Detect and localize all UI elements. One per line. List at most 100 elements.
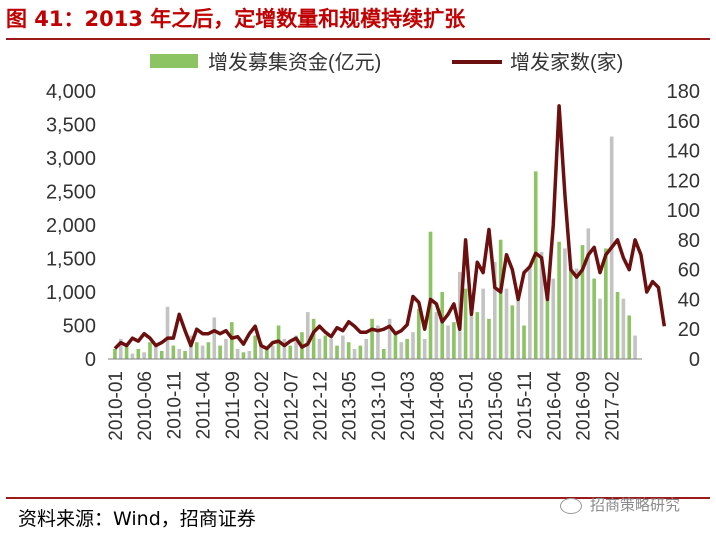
page-title: 图 41：2013 年之后，定增数量和规模持续扩张	[6, 7, 466, 31]
bar	[376, 325, 380, 359]
right-tick-label: 120	[667, 170, 700, 192]
legend-bar-swatch	[150, 54, 198, 68]
bar	[563, 248, 567, 359]
bar	[475, 312, 480, 359]
bar	[171, 345, 176, 359]
left-tick-label: 3,500	[46, 115, 96, 137]
bar	[241, 352, 246, 359]
bar	[516, 298, 520, 359]
bar	[370, 318, 374, 359]
bar	[481, 288, 485, 359]
x-tick-label: 2010-06	[135, 371, 156, 441]
x-tick-label: 2015-01	[457, 371, 478, 441]
watermark-text: 招商策略研究	[590, 496, 681, 514]
left-tick-label: 3,000	[46, 148, 96, 170]
right-tick-label: 40	[678, 289, 700, 311]
source-note: 资料来源：Wind，招商证券	[18, 508, 256, 530]
bar	[282, 338, 287, 359]
bar	[142, 352, 146, 359]
bar	[206, 342, 211, 359]
bar	[183, 350, 187, 359]
bar	[130, 353, 135, 359]
bar	[159, 350, 164, 359]
bar	[417, 308, 421, 359]
bar	[177, 348, 182, 359]
bar	[510, 305, 515, 359]
bar	[580, 245, 585, 359]
bar	[148, 342, 152, 359]
left-axis-ticks: 0 500 1,000 1,500 2,000 2,500 3,000 3,500 4,000	[46, 81, 96, 371]
bar	[598, 298, 602, 359]
bar	[557, 241, 561, 359]
bar	[528, 268, 532, 359]
x-axis-ticks: 2010-01 2010-06 2010-11 2011-04 2011-09 2012-…	[106, 371, 624, 441]
x-tick-label: 2011-09	[223, 371, 244, 439]
bar	[218, 345, 222, 359]
bar	[627, 315, 632, 359]
bar	[411, 332, 415, 359]
bar	[305, 312, 310, 359]
bar	[247, 350, 252, 359]
bar	[381, 348, 386, 359]
bar	[592, 278, 596, 359]
left-tick-label: 1,500	[46, 249, 96, 271]
x-tick-label: 2016-04	[544, 371, 565, 441]
right-tick-label: 20	[678, 319, 700, 341]
bar	[335, 345, 339, 359]
right-axis-ticks: 0 20 40 60 80 100 120 140 160 180	[667, 81, 700, 371]
x-tick-label: 2012-02	[252, 371, 273, 441]
bar	[230, 322, 234, 359]
bar	[352, 348, 357, 359]
bar	[604, 248, 608, 359]
bar	[504, 288, 509, 359]
bar	[194, 342, 199, 359]
x-tick-label: 2015-06	[486, 371, 507, 441]
bar	[446, 325, 450, 359]
bar	[498, 239, 503, 359]
x-tick-label: 2010-01	[106, 371, 127, 441]
x-tick-label: 2017-02	[603, 371, 624, 441]
footer-rule	[6, 497, 710, 499]
bar	[118, 338, 123, 359]
title-rule	[6, 38, 710, 40]
bar	[212, 317, 217, 359]
bar	[253, 335, 257, 359]
bar	[165, 306, 170, 359]
bar	[317, 338, 322, 359]
bar	[574, 268, 579, 359]
x-tick-label: 2013-10	[369, 371, 390, 441]
x-tick-label: 2012-12	[310, 371, 331, 441]
bar	[586, 228, 591, 359]
right-tick-label: 160	[667, 111, 700, 133]
bar	[113, 348, 117, 359]
bar	[387, 318, 392, 359]
bar	[522, 325, 526, 359]
bar	[311, 318, 316, 359]
right-tick-label: 100	[667, 200, 700, 222]
bar	[551, 278, 556, 359]
bar	[434, 312, 439, 359]
x-tick-label: 2013-05	[340, 371, 361, 441]
bar	[533, 171, 538, 359]
x-tick-label: 2012-07	[281, 371, 302, 441]
bar	[633, 335, 637, 359]
bar-series	[113, 136, 637, 359]
right-tick-label: 0	[689, 349, 700, 371]
bar	[615, 292, 620, 359]
bar	[422, 338, 427, 359]
left-tick-label: 4,000	[46, 81, 96, 103]
bar	[288, 345, 293, 359]
right-tick-label: 180	[667, 81, 700, 103]
bar	[393, 332, 398, 359]
bar	[621, 298, 626, 359]
bar	[136, 348, 141, 359]
x-tick-label: 2014-03	[398, 371, 419, 441]
bar	[568, 268, 573, 359]
bar	[405, 338, 409, 359]
bar	[463, 288, 468, 359]
legend-line-label: 增发家数(家)	[510, 51, 623, 74]
bar	[399, 342, 404, 359]
bar	[294, 335, 298, 359]
line-series	[113, 104, 667, 351]
